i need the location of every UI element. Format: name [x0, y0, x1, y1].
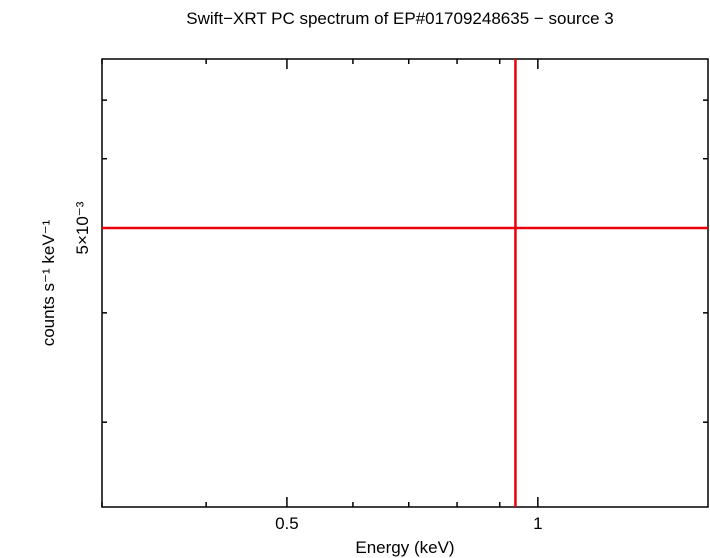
plot-frame [101, 58, 709, 508]
y-axis-label: counts s⁻¹ keV⁻¹ [39, 219, 58, 346]
x-axis-label: Energy (keV) [355, 538, 454, 557]
x-tick-label: 0.5 [275, 514, 299, 533]
x-tick-label: 1 [533, 514, 542, 533]
chart-title: Swift−XRT PC spectrum of EP#01709248635 … [186, 9, 613, 28]
y-tick-label: 5×10⁻³ [73, 201, 92, 254]
